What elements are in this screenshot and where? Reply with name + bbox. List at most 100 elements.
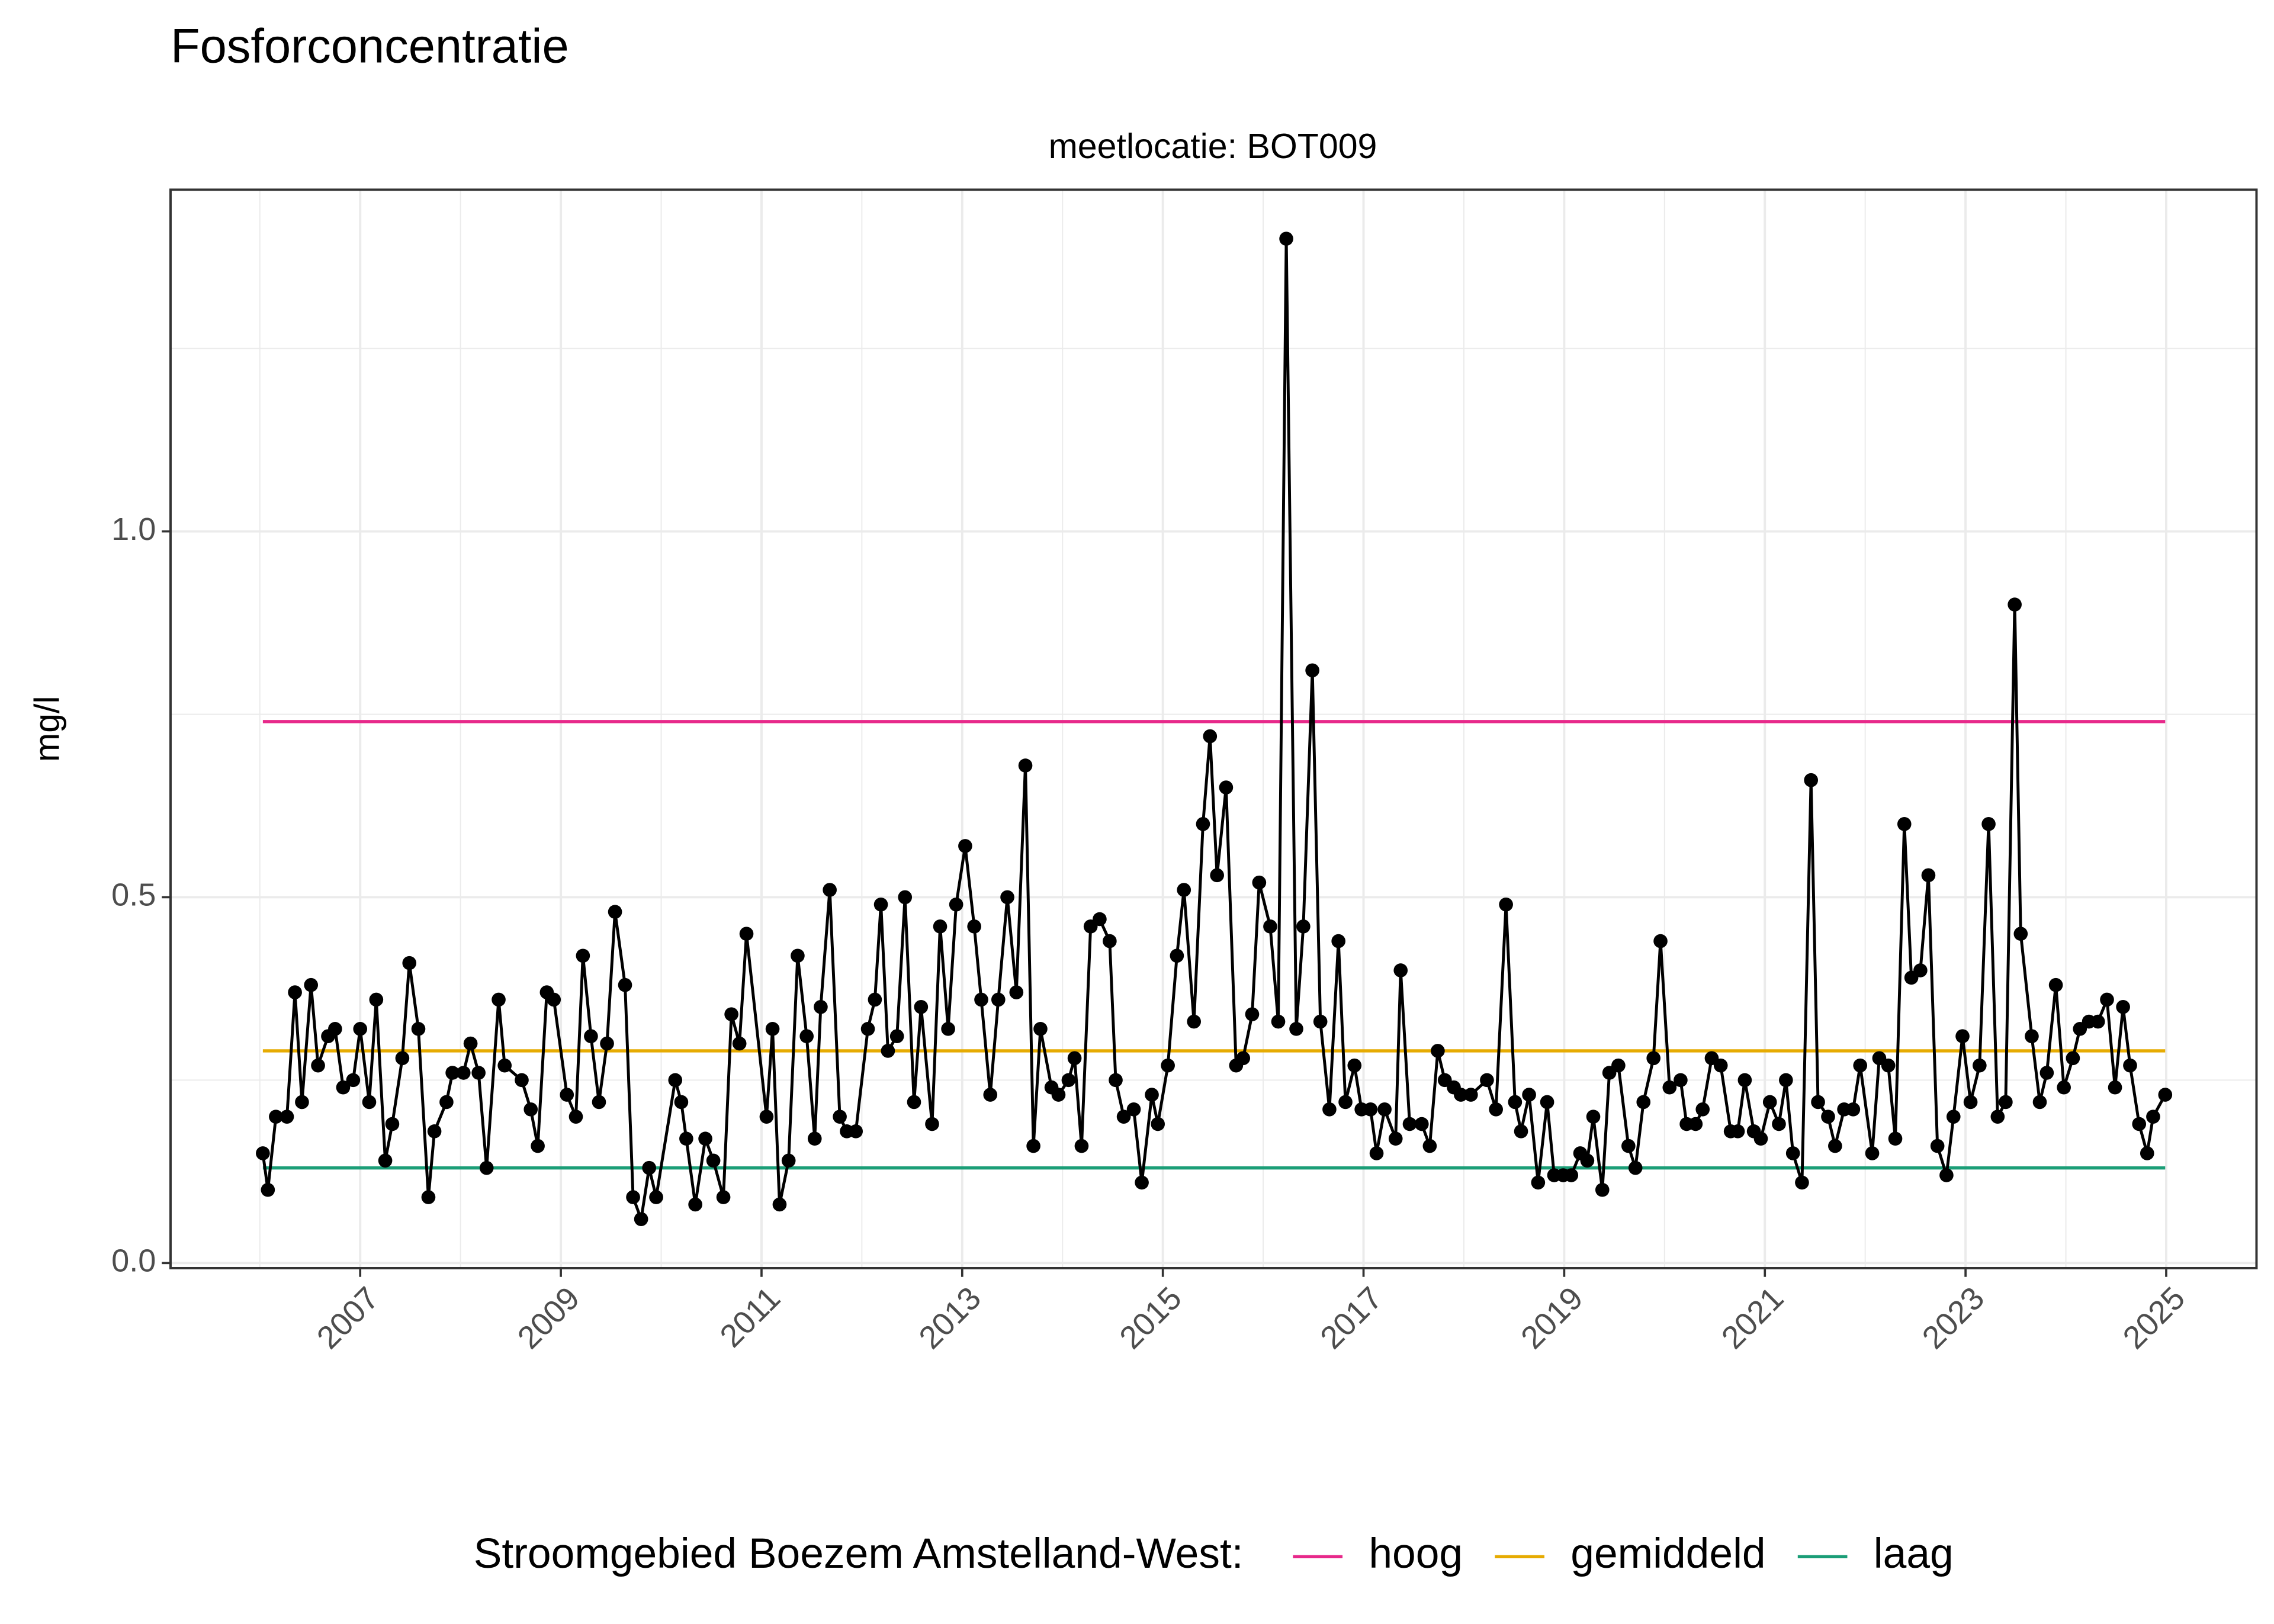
data-point [1846,1102,1861,1117]
data-point [907,1095,921,1110]
data-point [1963,1095,1978,1110]
data-point [1580,1153,1595,1168]
data-point [967,919,981,934]
data-point [1921,868,1936,883]
data-point [974,992,988,1007]
data-point [592,1095,606,1110]
data-point [1061,1073,1076,1088]
data-point [369,992,384,1007]
data-point [1564,1168,1579,1182]
data-point [881,1044,895,1058]
data-point [479,1160,494,1175]
chart-title: Fosforconcentratie [171,20,569,73]
data-point [1196,817,1210,831]
legend-label: gemiddeld [1570,1530,1765,1577]
data-point [2116,999,2130,1014]
data-point [1431,1044,1445,1058]
data-point [1103,934,1117,948]
data-point [362,1095,377,1110]
data-point [353,1022,368,1036]
data-point [328,1022,342,1036]
data-point [439,1095,454,1110]
data-point [1377,1102,1392,1117]
data-point [1338,1095,1353,1110]
data-point [983,1088,998,1102]
data-point [1946,1110,1961,1124]
data-point [295,1095,309,1110]
data-point [1955,1029,1970,1044]
data-point [2066,1051,2080,1066]
data-point [531,1139,545,1153]
data-point [2100,992,2114,1007]
data-point [456,1066,471,1080]
facet-label: meetlocatie: BOT009 [1049,127,1377,166]
data-point [1414,1117,1429,1131]
data-point [2123,1058,2137,1073]
data-point [642,1160,656,1175]
data-point [1930,1139,1945,1153]
data-point [1653,934,1668,948]
data-point [626,1190,640,1204]
data-point [492,992,506,1007]
data-point [949,897,963,912]
data-point [2108,1080,2122,1095]
y-axis-label: mg/l [27,696,66,762]
data-point [311,1058,325,1073]
data-point [823,883,837,897]
data-point [873,897,888,912]
data-point [634,1212,648,1226]
data-point [1779,1073,1793,1088]
data-point [1514,1124,1528,1139]
data-point [1540,1095,1554,1110]
data-point [402,956,417,970]
data-point [1522,1088,1536,1102]
data-point [1051,1088,1066,1102]
data-point [914,999,929,1014]
data-point [791,948,805,963]
data-point [1135,1175,1149,1190]
data-point [958,839,972,853]
data-point [1402,1117,1417,1131]
legend-label: hoog [1369,1530,1463,1577]
data-point [732,1036,747,1051]
data-point [2032,1095,2047,1110]
data-point [688,1197,702,1212]
data-point [1331,934,1345,948]
data-point [346,1073,361,1088]
data-point [1973,1058,1987,1073]
data-point [1009,985,1024,999]
data-point [1828,1139,1842,1153]
data-point [600,1036,614,1051]
data-point [1881,1058,1896,1073]
data-point [868,992,882,1007]
data-point [1480,1073,1494,1088]
data-point [1388,1131,1403,1146]
data-point [1737,1073,1752,1088]
data-point [2025,1029,2039,1044]
data-point [2132,1117,2147,1131]
data-point [1018,758,1033,773]
data-point [1313,1014,1328,1029]
data-point [1913,963,1928,977]
data-point [925,1117,939,1131]
data-point [261,1182,275,1197]
data-point [269,1110,283,1124]
data-point [411,1022,426,1036]
data-point [739,927,754,941]
data-point [1369,1146,1384,1160]
data-point [1271,1014,1286,1029]
data-point [1628,1160,1643,1175]
data-point [1305,663,1319,678]
data-point [2057,1080,2071,1095]
data-point [421,1190,436,1204]
data-point [716,1190,731,1204]
data-point [706,1153,721,1168]
data-point [280,1110,294,1124]
data-point [781,1153,796,1168]
data-point [1762,1095,1777,1110]
data-point [1981,817,1996,831]
data-point [1347,1058,1362,1073]
data-point [860,1022,875,1036]
data-point [576,948,590,963]
data-point [1990,1110,2005,1124]
